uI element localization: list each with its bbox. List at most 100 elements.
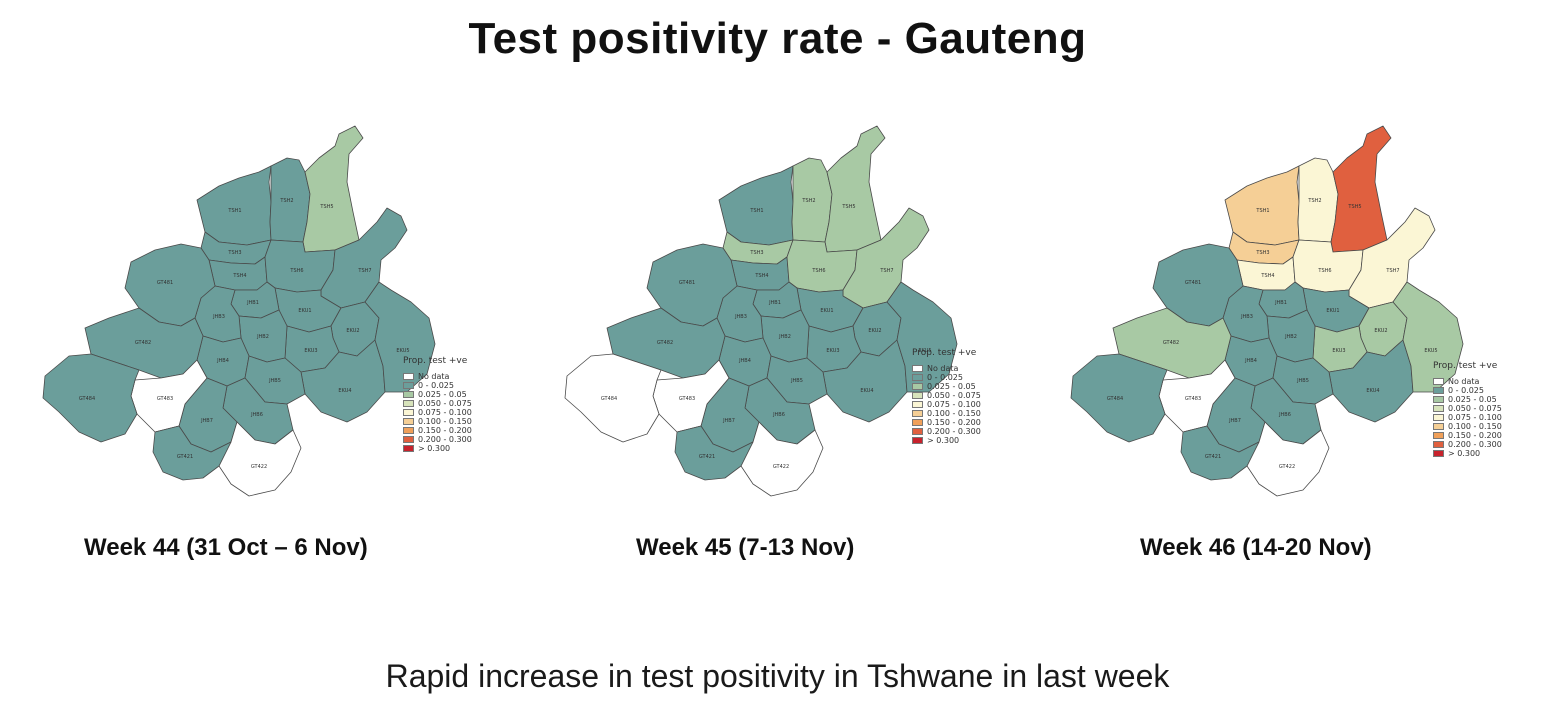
district-label: JHB3 [1240,314,1253,320]
district-label: JHB6 [250,412,263,418]
district-label: GT422 [1279,464,1295,470]
district-region [302,125,364,253]
district-region [824,125,886,253]
district-label: TSH5 [319,204,333,210]
district-label: TSH4 [1260,273,1274,279]
legend-label: 0.200 - 0.300 [927,427,981,436]
legend-item: No data [1433,377,1502,386]
district-label: JHB7 [722,418,735,424]
district-label: EKU1 [1326,308,1339,314]
legend-label: 0.075 - 0.100 [418,408,472,417]
slide-footer: Rapid increase in test positivity in Tsh… [385,658,1170,694]
legend-swatch [912,392,923,399]
legend-label: 0 - 0.025 [927,373,963,382]
district-label: TSH7 [879,268,893,274]
district-label: JHB6 [1278,412,1291,418]
legend-swatch [912,401,923,408]
legend-label: 0.150 - 0.200 [927,418,981,427]
legend-label: 0.100 - 0.150 [927,409,981,418]
district-region [886,281,958,393]
district-label: GT421 [177,454,193,460]
district-label: TSH3 [1255,250,1269,256]
legend-label: 0.075 - 0.100 [927,400,981,409]
legend-swatch [912,437,923,444]
legend-item: 0.075 - 0.100 [403,408,472,417]
legend-item: 0 - 0.025 [1433,386,1502,395]
legend-item: No data [403,372,472,381]
legend-label: 0.100 - 0.150 [418,417,472,426]
district-label: EKU2 [1374,328,1387,334]
district-region [1070,353,1168,443]
district-region [564,353,662,443]
district-label: TSH2 [1307,198,1321,204]
legend-swatch [1433,450,1444,457]
legend-swatch [403,418,414,425]
district-label: GT483 [1185,396,1201,402]
legend-item: 0.075 - 0.100 [912,400,981,409]
district-label: TSH5 [841,204,855,210]
district-label: TSH3 [227,250,241,256]
legend-label: 0.025 - 0.05 [1448,395,1497,404]
district-label: TSH4 [754,273,768,279]
district-label: TSH3 [749,250,763,256]
district-label: GT421 [1205,454,1221,460]
legend-swatch [403,427,414,434]
district-label: EKU4 [338,388,351,394]
district-label: JHB3 [212,314,225,320]
legend-swatch [1433,405,1444,412]
legend-swatch [1433,396,1444,403]
legend-swatch [403,400,414,407]
district-label: TSH7 [1385,268,1399,274]
legend-title: Prop. test +ve [403,356,468,366]
district-region [1392,281,1464,393]
legend-item: 0.200 - 0.300 [403,435,472,444]
district-label: JHB4 [1244,358,1257,364]
legend-item: 0.050 - 0.075 [403,399,472,408]
map-panel-week-44: TSH1 TSH2 TSH3 TSH4 TSH5 TSH6 TSH7 EKU1 EKU2 EKU3… [35,112,505,512]
district-label: GT421 [699,454,715,460]
legend-item: 0.075 - 0.100 [1433,413,1502,422]
district-label: JHB3 [734,314,747,320]
district-label: TSH1 [749,208,763,214]
legend-label: 0.150 - 0.200 [418,426,472,435]
legend-swatch [912,365,923,372]
district-label: EKU2 [868,328,881,334]
district-region [718,165,794,246]
choropleth-map: TSH1 TSH2 TSH3 TSH4 TSH5 TSH6 TSH7 EKU1 EKU2 EKU3… [42,125,436,497]
district-label: EKU5 [918,348,931,354]
district-label: TSH6 [811,268,825,274]
legend-item: 0 - 0.025 [912,373,981,382]
legend-label: > 0.300 [418,444,451,453]
district-region [42,353,140,443]
district-label: JHB6 [772,412,785,418]
legend-label: 0.050 - 0.075 [418,399,472,408]
legend-label: 0.050 - 0.075 [927,391,981,400]
district-label: JHB5 [1296,378,1309,384]
district-label: TSH1 [1255,208,1269,214]
district-label: EKU3 [1332,348,1345,354]
legend-item: 0.150 - 0.200 [912,418,981,427]
district-label: JHB2 [778,334,791,340]
district-label: TSH5 [1347,204,1361,210]
district-label: JHB4 [216,358,229,364]
district-region [740,421,824,497]
district-label: GT422 [773,464,789,470]
legend-swatch [912,374,923,381]
legend-swatch [1433,441,1444,448]
legend-item: 0.025 - 0.05 [912,382,981,391]
map-caption: Week 45 (7-13 Nov) [636,534,855,561]
district-region [152,425,232,481]
district-region [1330,125,1392,253]
legend-item: > 0.300 [403,444,472,453]
legend-swatch [1433,414,1444,421]
district-label: GT482 [1163,340,1179,346]
legend-swatch [403,382,414,389]
map-legend: Prop. test +ve No data 0 - 0.025 0.025 - 0.… [912,349,981,445]
district-label: GT484 [1107,396,1123,402]
legend-label: 0.025 - 0.05 [418,390,467,399]
legend-swatch [403,391,414,398]
legend-swatch [912,428,923,435]
legend-item: 0.100 - 0.150 [912,409,981,418]
district-label: TSH2 [279,198,293,204]
district-region [364,281,436,393]
